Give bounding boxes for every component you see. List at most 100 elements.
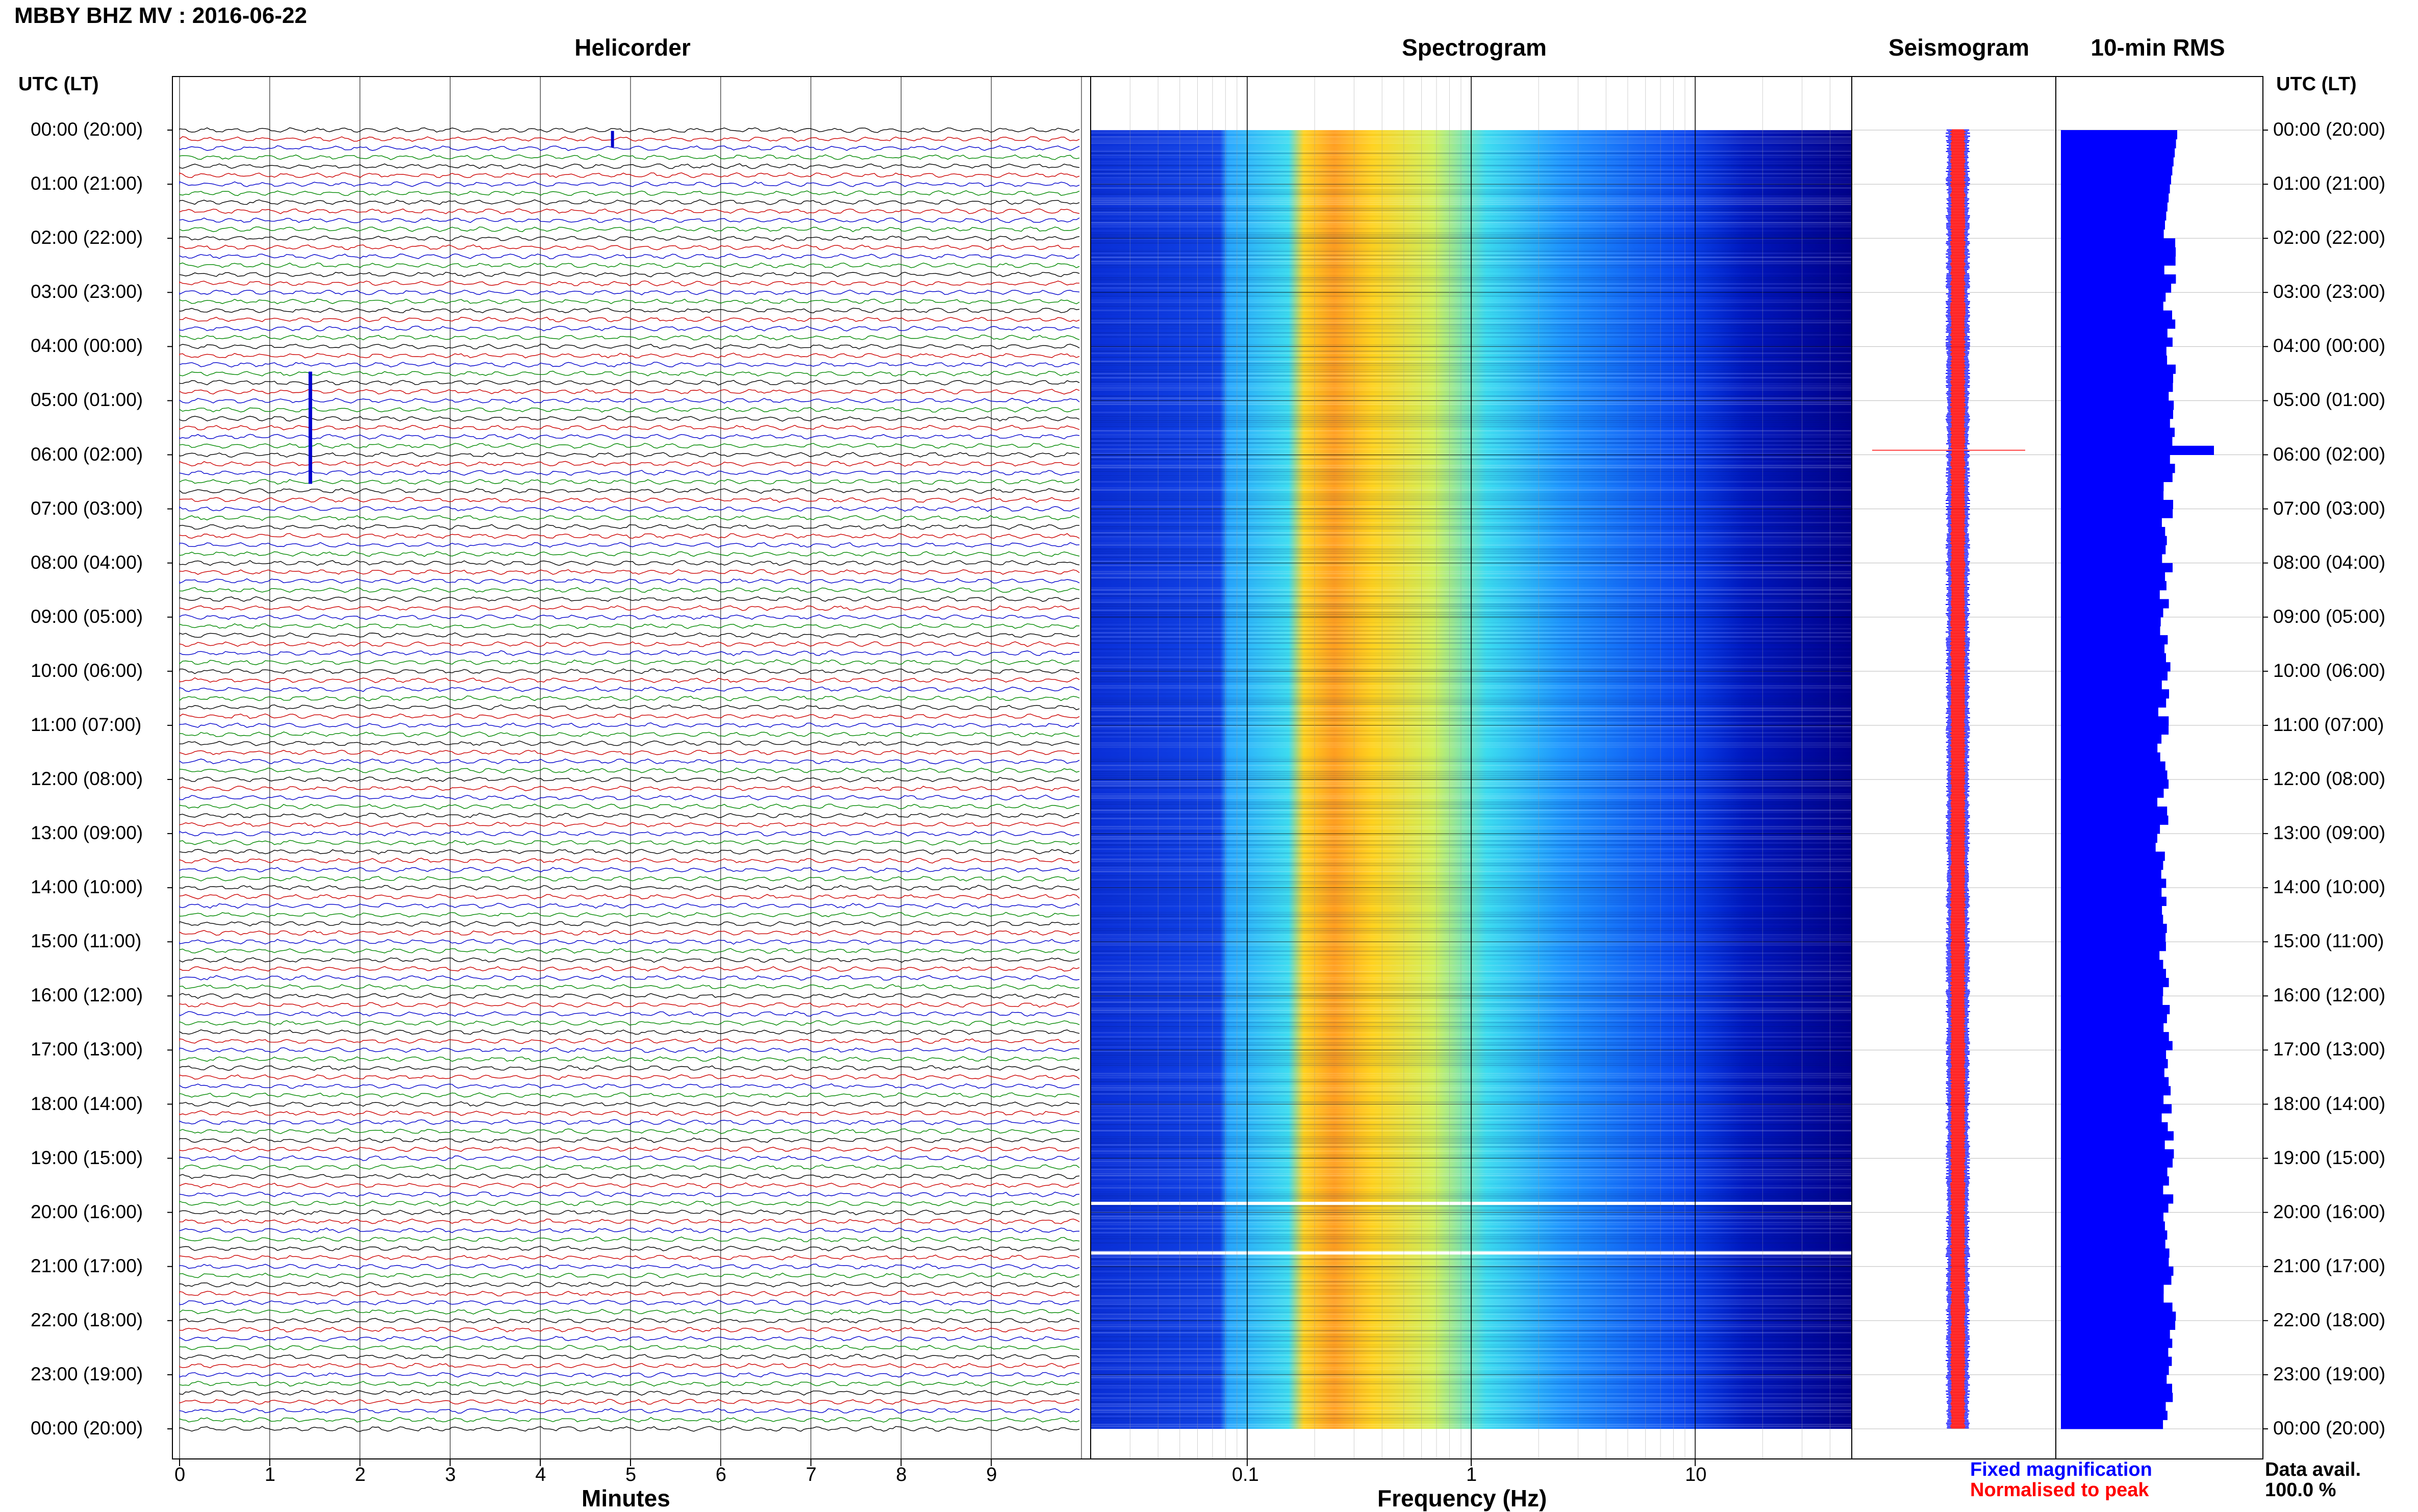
helicorder-plot <box>172 77 1091 1459</box>
helicorder-trace <box>179 1173 1080 1179</box>
time-label-left: 00:00 (20:00) <box>31 1418 143 1439</box>
helicorder-trace <box>179 1155 1080 1162</box>
rms-bar <box>2061 1050 2167 1060</box>
helicorder-trace <box>179 930 1080 936</box>
helicorder-trace <box>179 902 1080 909</box>
rms-bar <box>2061 1104 2172 1114</box>
time-label-right: 21:00 (17:00) <box>2273 1255 2386 1276</box>
helicorder-trace <box>179 813 1080 819</box>
helicorder-trace <box>179 587 1080 593</box>
spectrogram-x-tick-label: 0.1 <box>1231 1464 1259 1485</box>
rms-bar <box>2061 1293 2164 1303</box>
helicorder-trace <box>179 686 1080 692</box>
helicorder-trace <box>179 713 1080 719</box>
rms-bar <box>2061 1059 2168 1069</box>
helicorder-trace <box>179 830 1080 837</box>
seismogram-title: Seismogram <box>1888 34 2030 61</box>
rms-bar <box>2061 888 2162 897</box>
time-label-right: 06:00 (02:00) <box>2273 443 2386 465</box>
helicorder-x-tick-label: 2 <box>355 1464 366 1485</box>
rms-bar <box>2061 1266 2174 1276</box>
helicorder-trace <box>179 1264 1080 1270</box>
rms-bar <box>2061 1158 2173 1168</box>
rms-bar <box>2061 1312 2176 1321</box>
helicorder-trace <box>179 280 1080 287</box>
time-label-left: 22:00 (18:00) <box>31 1309 143 1330</box>
rms-bar <box>2061 960 2163 969</box>
rms-bar <box>2061 942 2166 951</box>
rms-bar <box>2061 563 2173 572</box>
helicorder-trace <box>179 1200 1080 1206</box>
helicorder-trace <box>179 1083 1080 1089</box>
helicorder-trace <box>179 840 1080 846</box>
rms-bar <box>2061 310 2172 320</box>
time-label-right: 23:00 (19:00) <box>2273 1363 2386 1384</box>
helicorder-trace <box>179 695 1080 701</box>
helicorder-trace <box>179 479 1080 485</box>
helicorder-trace <box>179 307 1080 314</box>
rms-bar <box>2061 950 2160 961</box>
rms-bar <box>2061 1339 2173 1348</box>
helicorder-x-tick-label: 1 <box>264 1464 275 1485</box>
helicorder-trace <box>179 912 1080 918</box>
helicorder-trace <box>179 136 1080 142</box>
time-label-right: 08:00 (04:00) <box>2273 551 2386 573</box>
helicorder-trace <box>179 966 1080 972</box>
time-label-right: 22:00 (18:00) <box>2273 1309 2386 1330</box>
rms-bar <box>2061 1248 2170 1258</box>
helicorder-trace <box>179 1399 1080 1405</box>
rms-bar <box>2061 698 2167 708</box>
helicorder-trace <box>179 1218 1080 1224</box>
time-label-left: 18:00 (14:00) <box>31 1093 143 1114</box>
time-label-left: 07:00 (03:00) <box>31 497 143 519</box>
helicorder-trace <box>179 731 1080 738</box>
rms-bar <box>2061 1068 2164 1077</box>
rms-bar <box>2061 1194 2174 1204</box>
rms-bar <box>2061 617 2161 626</box>
rms-bar <box>2061 1410 2168 1420</box>
rms-bar <box>2061 861 2163 870</box>
helicorder-trace <box>179 993 1080 999</box>
helicorder-trace <box>179 939 1080 945</box>
page-title: MBBY BHZ MV : 2016-06-22 <box>14 3 307 28</box>
helicorder-frame <box>172 77 1091 1459</box>
rms-bar <box>2061 608 2163 618</box>
rms-bar <box>2061 437 2173 446</box>
rms-bar <box>2061 391 2169 401</box>
rms-bar <box>2061 364 2176 374</box>
rms-bar <box>2061 905 2162 915</box>
helicorder-trace <box>179 506 1080 512</box>
rms-bar <box>2061 1329 2170 1339</box>
rms-bar <box>2061 1212 2163 1222</box>
helicorder-trace <box>179 1029 1080 1035</box>
helicorder-trace <box>179 623 1080 629</box>
rms-bar <box>2061 572 2165 582</box>
helicorder-trace <box>179 524 1079 530</box>
helicorder-trace <box>179 885 1080 891</box>
helicorder-trace <box>179 875 1080 881</box>
helicorder-trace <box>179 424 1080 431</box>
rms-bar <box>2061 779 2169 789</box>
rms-bar <box>2061 1023 2164 1032</box>
time-label-right: 00:00 (20:00) <box>2273 1418 2386 1439</box>
rms-bar <box>2061 491 2164 500</box>
helicorder-trace <box>179 867 1080 873</box>
rms-bar <box>2061 157 2174 167</box>
rms-bar <box>2061 1185 2163 1195</box>
helicorder-trace <box>179 948 1080 954</box>
helicorder-trace <box>179 975 1080 981</box>
time-label-right: 10:00 (06:00) <box>2273 660 2386 681</box>
helicorder-trace <box>179 614 1080 620</box>
rms-bar <box>2061 1383 2172 1393</box>
helicorder-trace <box>179 172 1080 179</box>
rms-bar <box>2061 689 2169 699</box>
rms-bar <box>2061 1302 2173 1312</box>
helicorder-trace <box>179 208 1080 214</box>
rms-bar <box>2061 526 2165 537</box>
helicorder-trace <box>179 956 1080 963</box>
helicorder-trace <box>179 271 1080 278</box>
helicorder-trace <box>179 1372 1080 1378</box>
rms-bar <box>2061 193 2169 203</box>
data-avail-label: Data avail. <box>2265 1459 2361 1480</box>
